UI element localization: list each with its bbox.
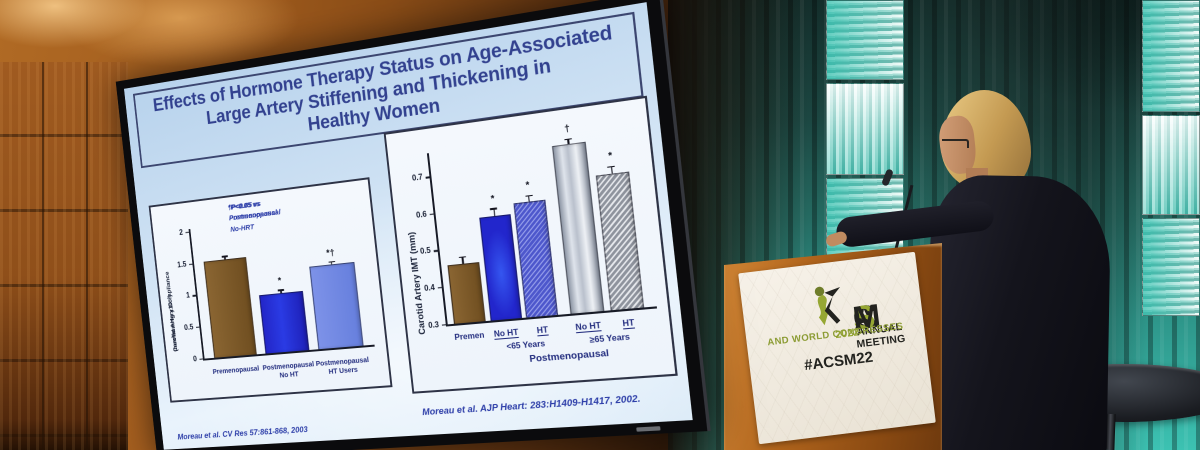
- y-tick: 0: [199, 358, 203, 360]
- x-tick-label: No HT: [575, 321, 602, 334]
- error-bar: [528, 195, 530, 201]
- y-tick-label: 0.6: [416, 209, 427, 219]
- y-axis-label-line: (mm²/mmHg x10⁻¹): [167, 294, 181, 352]
- significance-marker: *: [490, 194, 495, 204]
- y-tick: 0.3: [442, 324, 447, 326]
- y-tick-label: 1: [186, 291, 191, 300]
- acoustic-panel: [826, 0, 904, 80]
- error-bar: [331, 261, 333, 264]
- y-tick-label: 2: [179, 228, 184, 237]
- y-tick-label: 0: [193, 354, 198, 363]
- y-tick: 0.5: [434, 250, 439, 252]
- acsm-runner-icon: [810, 280, 853, 328]
- acoustic-panel: [1142, 218, 1200, 316]
- imt-plot: 0.3 0.4 0.5 0.6 0.7 * * † *: [427, 125, 657, 326]
- significance-marker: *: [278, 277, 282, 286]
- significance-marker: *†: [326, 248, 335, 258]
- acsm-logo: ACSM 2022 ANNUAL MEETING AND WORLD CONGRE…: [738, 252, 936, 444]
- acoustic-panel: [1142, 0, 1200, 112]
- significance-marker: *: [608, 151, 613, 162]
- significance-marker: †: [564, 124, 571, 135]
- y-tick-label: 0.5: [184, 322, 194, 331]
- wood-paneling: [0, 62, 128, 450]
- compliance-chart-panel: *P<0.05 vs Premenopausal †P<0.05 vs Post…: [149, 177, 393, 402]
- x-tick-label: HT: [622, 318, 635, 330]
- podium-sign: ACSM 2022 ANNUAL MEETING AND WORLD CONGRE…: [738, 252, 936, 444]
- bar-ht: [513, 199, 558, 318]
- acoustic-panel: [826, 83, 904, 175]
- bar-ht: [596, 172, 645, 311]
- y-tick: 2: [185, 232, 189, 234]
- bar-premenopausal: [204, 257, 257, 358]
- y-tick-label: 0.4: [424, 283, 436, 293]
- imt-chart-panel: Carotid Artery IMT (mm) 0.3 0.4 0.5 0.6 0.7 *…: [384, 96, 678, 394]
- error-bar: [567, 138, 569, 144]
- citation-right: Moreau et al. AJP Heart: 283:H1409-H1417…: [422, 393, 641, 417]
- y-tick: 0.6: [430, 213, 435, 215]
- x-tick-label: HT: [536, 325, 548, 337]
- conference-photo: ACSM 2022 ANNUAL MEETING AND WORLD CONGRE…: [0, 0, 1200, 450]
- error-bar: [224, 256, 226, 259]
- acoustic-panel-column: [1142, 0, 1200, 318]
- citation-left: Moreau et al. CV Res 57:861-868, 2003: [177, 424, 308, 441]
- y-tick: 1: [192, 295, 196, 297]
- y-tick: 0.7: [426, 176, 431, 178]
- error-bar: [462, 256, 464, 263]
- x-group-label: <65 Years: [506, 339, 546, 351]
- x-tick-label: No HT: [493, 328, 519, 341]
- y-tick-label: 1.5: [177, 259, 187, 268]
- x-tick-label: Postmenopausal HT Users: [302, 354, 383, 378]
- y-tick-label: 0.5: [420, 246, 432, 256]
- bar-no-ht: [552, 142, 604, 314]
- significance-marker: *: [525, 181, 530, 191]
- error-bar: [280, 290, 282, 294]
- projection-screen: Effects of Hormone Therapy Status on Age…: [116, 0, 711, 450]
- bar-postmenopausal-no-ht: [259, 291, 310, 353]
- acoustic-panel: [1142, 115, 1200, 215]
- y-tick-label: 0.3: [428, 319, 440, 329]
- y-tick: 1.5: [189, 263, 193, 265]
- screen-bezel-logo: [636, 426, 660, 432]
- y-tick: 0.5: [196, 326, 200, 328]
- y-axis-label: Carotid Artery Compliance (mm²/mmHg x10⁻…: [160, 233, 188, 352]
- y-tick-label: 0.7: [412, 172, 423, 182]
- speaker-glasses: [942, 139, 969, 148]
- error-bar: [611, 166, 613, 174]
- x-axis-labels: Premenopausal Postmenopausal No HT Postmen…: [204, 354, 379, 400]
- bar-postmenopausal-ht-users: [309, 262, 364, 349]
- slide: Effects of Hormone Therapy Status on Age…: [124, 2, 693, 450]
- x-group-label: ≥65 Years: [589, 332, 630, 345]
- error-bar: [493, 208, 495, 216]
- compliance-plot: 0 0.5 1 1.5 2 * *†: [189, 208, 375, 360]
- y-tick: 0.4: [438, 287, 443, 289]
- x-tick-label: Premen: [454, 330, 485, 343]
- bar-premen: [448, 262, 486, 324]
